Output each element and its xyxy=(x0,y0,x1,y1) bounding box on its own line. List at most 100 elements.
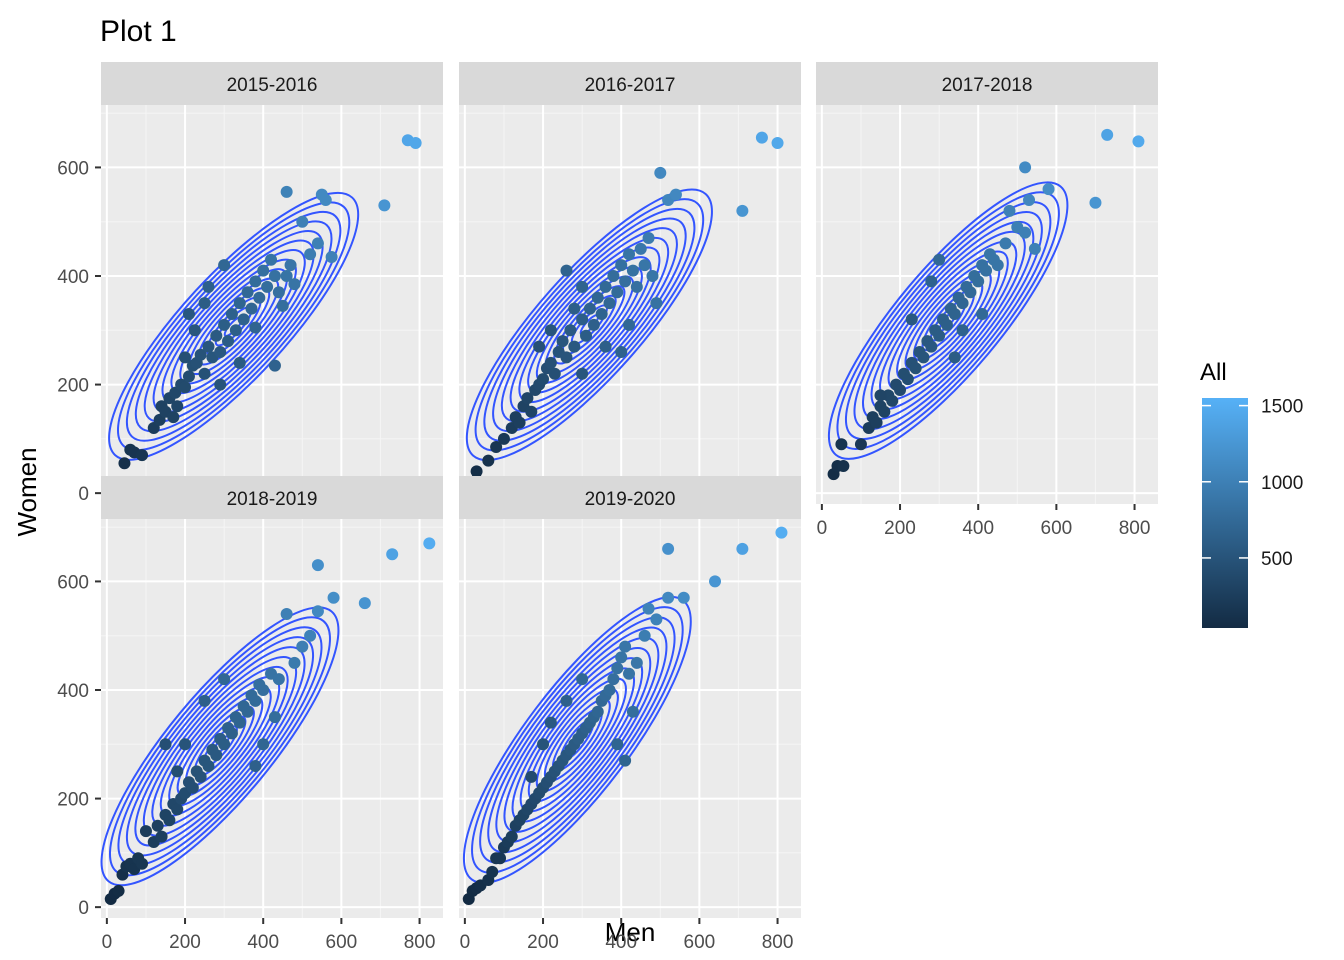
density-contour xyxy=(479,616,676,864)
data-point xyxy=(544,324,557,337)
data-point xyxy=(179,738,192,751)
y-tick-label: 600 xyxy=(57,158,89,179)
data-point xyxy=(533,340,546,353)
facet-label: 2015-2016 xyxy=(227,75,318,96)
data-point xyxy=(233,356,246,369)
data-point xyxy=(642,232,655,244)
data-point xyxy=(525,405,538,418)
data-point xyxy=(358,597,371,610)
data-point xyxy=(167,411,180,424)
data-point xyxy=(296,640,309,653)
data-point xyxy=(886,394,899,407)
data-point xyxy=(576,367,589,380)
data-point xyxy=(1023,194,1036,206)
data-point xyxy=(976,308,989,320)
data-point xyxy=(257,264,270,277)
data-point xyxy=(677,591,690,604)
data-point xyxy=(497,432,510,445)
x-tick-label: 600 xyxy=(326,932,358,953)
y-axis-label: Women xyxy=(12,447,42,536)
data-point xyxy=(537,373,550,386)
data-point xyxy=(638,629,651,642)
data-point xyxy=(261,280,274,293)
data-point xyxy=(587,318,600,331)
data-point xyxy=(214,346,227,358)
data-point xyxy=(245,302,258,315)
data-point xyxy=(607,270,620,282)
data-point xyxy=(490,441,503,453)
data-point xyxy=(210,329,223,342)
x-tick-label: 400 xyxy=(247,932,279,953)
y-tick-label: 0 xyxy=(78,898,89,919)
data-point xyxy=(611,738,624,751)
data-point xyxy=(646,270,659,282)
data-point xyxy=(634,242,647,255)
data-point xyxy=(568,302,581,315)
data-point xyxy=(591,705,604,718)
data-point xyxy=(611,662,624,675)
data-point xyxy=(218,738,231,751)
facet-strip xyxy=(459,62,801,105)
data-point xyxy=(775,526,788,539)
data-point xyxy=(249,275,262,288)
density-contour xyxy=(853,210,1043,431)
x-tick-label: 200 xyxy=(527,932,559,953)
data-point xyxy=(626,264,639,277)
data-point xyxy=(505,830,518,843)
data-point xyxy=(171,400,184,413)
data-point xyxy=(544,716,557,729)
data-point xyxy=(486,865,499,878)
y-tick-label: 400 xyxy=(57,681,89,702)
data-point xyxy=(662,542,675,555)
data-point xyxy=(311,237,324,250)
data-point xyxy=(1019,161,1032,174)
density-contour xyxy=(827,181,1069,460)
data-point xyxy=(560,351,573,364)
data-point xyxy=(1019,226,1032,239)
density-contour xyxy=(474,198,705,452)
data-point xyxy=(521,392,534,405)
data-point xyxy=(564,324,577,337)
data-point xyxy=(591,291,604,304)
data-point xyxy=(626,705,639,718)
facet-strip xyxy=(101,62,443,105)
data-point xyxy=(222,335,235,348)
data-point xyxy=(537,738,550,751)
colorbar-tick-label: 1500 xyxy=(1261,397,1303,418)
facet-panel: 2018-2019 0 200 400 600 0 200 400 600 800 xyxy=(57,476,443,953)
data-point xyxy=(139,825,152,838)
data-point xyxy=(268,359,281,372)
data-point xyxy=(870,416,883,429)
data-point xyxy=(980,264,993,277)
data-point xyxy=(112,884,125,897)
data-point xyxy=(202,280,215,293)
data-point xyxy=(940,318,953,331)
data-point xyxy=(956,297,969,310)
data-point xyxy=(304,629,317,642)
data-point xyxy=(198,367,211,380)
facet-panel: 2019-2020 0 200 400 600 800 xyxy=(459,476,801,953)
data-point xyxy=(288,656,301,669)
data-point xyxy=(835,438,848,451)
y-tick-label: 200 xyxy=(57,790,89,811)
data-point xyxy=(257,738,270,751)
data-point xyxy=(623,318,636,331)
data-point xyxy=(229,324,242,337)
y-tick-label: 600 xyxy=(57,572,89,593)
data-point xyxy=(272,286,285,299)
x-tick-label: 400 xyxy=(962,518,994,539)
data-point xyxy=(560,694,573,707)
data-point xyxy=(1132,135,1145,148)
data-point xyxy=(611,286,624,299)
x-tick-label: 0 xyxy=(102,932,113,953)
data-point xyxy=(580,329,593,342)
data-point xyxy=(284,259,297,272)
x-tick-label: 800 xyxy=(404,932,436,953)
data-point xyxy=(650,613,663,626)
facet-strip xyxy=(816,62,1158,105)
x-tick-label: 200 xyxy=(169,932,201,953)
data-point xyxy=(249,694,262,707)
facet-panel: 2016-2017 xyxy=(459,62,801,504)
data-point xyxy=(288,278,301,291)
